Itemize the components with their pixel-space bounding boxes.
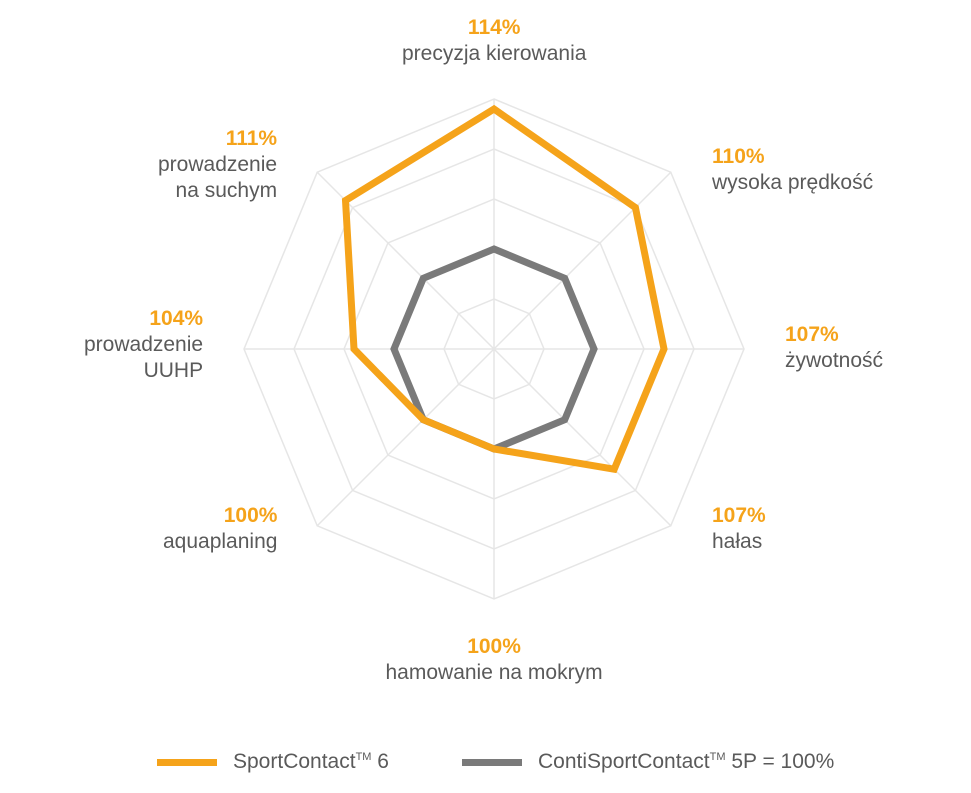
axis-label: 110% wysoka prędkość xyxy=(712,144,873,196)
legend-label-contisportcontact5p: ContiSportContactTM 5P = 100% xyxy=(538,750,835,773)
radar-grid xyxy=(243,98,745,600)
axis-label: 100% aquaplaning xyxy=(163,503,277,555)
axis-label-name: prowadzenie xyxy=(158,153,278,176)
axis-label-value: 100% xyxy=(467,635,521,658)
axis-label-name: UUHP xyxy=(143,359,204,382)
axis-label: 107% hałas xyxy=(712,503,766,555)
axis-label: 104% prowadzenie UUHP xyxy=(84,306,203,384)
axis-label-name: hałas xyxy=(712,530,763,553)
axis-label-value: 107% xyxy=(712,504,766,527)
axis-label: 107% żywotność xyxy=(785,322,883,374)
legend-swatch-orange xyxy=(157,758,217,766)
legend-item-sportcontact6: SportContactTM 6 xyxy=(157,742,389,782)
axis-label-name: wysoka prędkość xyxy=(712,171,874,194)
grid-spoke xyxy=(493,171,672,350)
axis-label-value: 100% xyxy=(223,504,278,527)
axis-label-name: na suchym xyxy=(175,179,278,202)
axis-label-value: 110% xyxy=(712,145,765,168)
axis-label-name: żywotność xyxy=(785,349,884,372)
axis-label-name: aquaplaning xyxy=(163,530,278,553)
legend-swatch-gray xyxy=(462,758,522,766)
axis-label: 114% precyzja kierowania xyxy=(402,15,586,67)
axis-label-value: 111% xyxy=(225,127,278,150)
series-line-sportcontact6 xyxy=(341,104,668,474)
grid-spoke xyxy=(493,348,672,527)
axis-label: 111% prowadzenie na suchym xyxy=(158,126,277,204)
axis-label-value: 114% xyxy=(467,16,521,39)
legend: SportContactTM 6 ContiSportContactTM 5P … xyxy=(0,742,971,782)
axis-label-value: 107% xyxy=(785,323,839,346)
legend-label-sportcontact6: SportContactTM 6 xyxy=(233,750,389,773)
radar-series xyxy=(341,104,668,474)
axis-label-name: precyzja kierowania xyxy=(402,42,587,65)
legend-item-contisportcontact5p: ContiSportContactTM 5P = 100% xyxy=(462,742,834,782)
axis-label-value: 104% xyxy=(149,307,204,330)
grid-spoke xyxy=(316,348,495,527)
axis-label: 100% hamowanie na mokrym xyxy=(386,634,603,686)
axis-label-name: hamowanie na mokrym xyxy=(385,661,603,684)
axis-label-name: prowadzenie xyxy=(84,333,204,356)
